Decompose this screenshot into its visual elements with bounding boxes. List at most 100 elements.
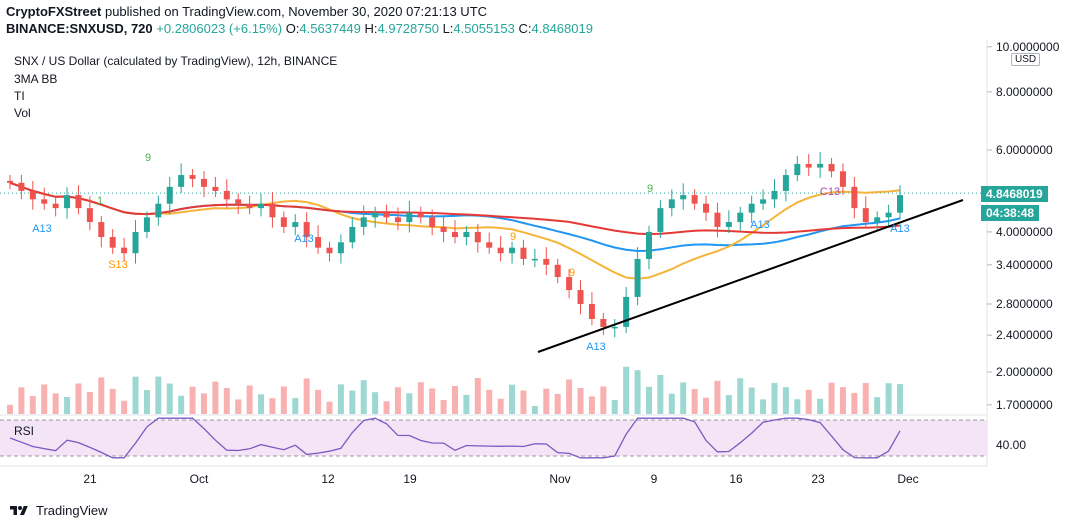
candle-body (851, 186, 858, 209)
volume-bar (223, 388, 230, 414)
rsi-axis-label: 40.00 (996, 438, 1026, 452)
candle-body (794, 163, 801, 176)
price-axis-label: 8.0000000 (996, 85, 1053, 99)
candle-body (691, 195, 698, 204)
candle-body (417, 212, 424, 218)
volume-bar (543, 388, 550, 414)
td-sequential-labels: 9 1 A13 S13 A13 9 9 A13 9 A13 C13 A13 (32, 152, 910, 353)
volume-bar (235, 399, 242, 414)
tradingview-footer[interactable]: TradingView (8, 503, 108, 518)
time-axis-label: 9 (651, 472, 658, 486)
candle-body (668, 199, 675, 209)
candle-body (897, 195, 903, 213)
volume-bar (337, 384, 344, 414)
volume-bar (725, 395, 732, 414)
candle-body (292, 222, 299, 227)
candle-body (839, 171, 846, 187)
time-axis-label: Dec (897, 472, 918, 486)
candle-body (566, 277, 573, 291)
change-value: +0.2806023 (+6.15%) (156, 21, 283, 36)
volume-bar (520, 390, 527, 414)
published-text: published on TradingView.com, November 3… (101, 4, 488, 19)
candle-body (98, 222, 105, 238)
volume-bar (645, 386, 652, 414)
candle-body (474, 231, 481, 243)
candle-body (315, 237, 322, 248)
volume-bar (623, 366, 630, 414)
price-axis-label: 4.0000000 (996, 225, 1053, 239)
volume-bar (828, 382, 835, 414)
td-sequential-label: S13 (108, 259, 128, 271)
ascending-trendline (537, 199, 964, 353)
candle-body (280, 217, 287, 227)
indicator-vol[interactable]: Vol (14, 106, 31, 120)
candle-body (497, 247, 504, 254)
candle-body (588, 304, 595, 319)
candle-body (121, 247, 128, 254)
volume-bar (360, 380, 367, 414)
last-price-label: 4.8468019 (981, 186, 1048, 202)
chart-grid (0, 40, 988, 467)
close-label: C: (518, 21, 532, 36)
indicator-ti[interactable]: TI (14, 89, 25, 103)
candle-body (486, 242, 493, 248)
candle-body (611, 326, 618, 329)
volume-bar (132, 376, 139, 414)
volume-bar (143, 390, 150, 414)
volume-bar (292, 398, 299, 414)
time-axis-label: 21 (83, 472, 97, 486)
low-value: 4.5055153 (453, 21, 515, 36)
volume-bar (155, 376, 162, 414)
candle-body (246, 203, 253, 209)
volume-bar (109, 388, 116, 414)
volume-bar (200, 393, 207, 414)
volume-bar (611, 400, 618, 414)
candle-body (189, 175, 196, 179)
candle-body (885, 212, 892, 218)
rsi-label: RSI (14, 424, 34, 438)
volume-bar (52, 393, 59, 414)
high-label: H: (364, 21, 378, 36)
candle-body (258, 203, 265, 209)
volume-bar (588, 396, 595, 414)
candle-body (657, 208, 664, 232)
candle-body (337, 242, 344, 254)
volume-bar (554, 393, 561, 414)
candle-body (326, 247, 333, 254)
price-chart[interactable]: 9 1 A13 S13 A13 9 9 A13 9 A13 C13 A13 RSI 40.00 10.0… (0, 40, 1073, 498)
price-axis-label: 2.0000000 (996, 365, 1053, 379)
candle-body (429, 217, 436, 227)
volume-bar (18, 387, 25, 414)
volume-bar (748, 387, 755, 414)
volume-bar (531, 406, 538, 414)
td-sequential-label: A13 (294, 233, 314, 245)
indicator-3ma-bb[interactable]: 3MA BB (14, 72, 58, 86)
time-axis-label: 16 (729, 472, 743, 486)
rsi-pane: RSI 40.00 (0, 417, 1026, 459)
open-label: O: (285, 21, 300, 36)
candle-body (166, 186, 173, 204)
td-sequential-label: 9 (510, 231, 516, 243)
candle-body (109, 237, 116, 248)
price-axis-label: 2.8000000 (996, 297, 1053, 311)
candle-body (828, 163, 835, 172)
time-axis-label: Nov (549, 472, 570, 486)
candle-body (543, 258, 550, 265)
volume-bar (760, 399, 767, 414)
volume-bar (691, 389, 698, 414)
td-sequential-label: C13 (820, 186, 840, 198)
volume-bar (280, 386, 287, 414)
volume-bar (509, 384, 516, 414)
volume-bar (121, 400, 128, 414)
time-axis-label: 23 (811, 472, 825, 486)
countdown-label: 04:38:48 (981, 205, 1040, 221)
rsi-line (9, 417, 901, 459)
volume-bar (474, 378, 481, 414)
close-value: 4.8468019 (531, 21, 593, 36)
volume-bar (497, 398, 504, 414)
currency-button[interactable]: USD (1011, 53, 1041, 66)
symbol-info-line: BINANCE:SNXUSD, 720 +0.2806023 (+6.15%) … (6, 21, 593, 36)
candle-body (18, 182, 25, 191)
candle-body (7, 180, 13, 183)
candle-body (725, 222, 732, 227)
